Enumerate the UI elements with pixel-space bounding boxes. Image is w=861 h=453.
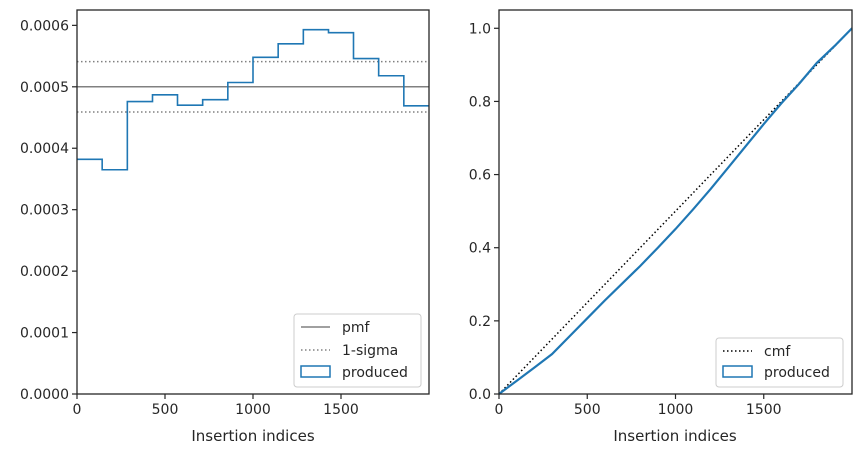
left-y-tick-label: 0.0000: [20, 387, 69, 403]
cmf-line: [498, 27, 853, 395]
left-y-tick-label: 0.0003: [20, 203, 69, 219]
left-chart: 0.0000 0.0001 0.0002 0.0003 0.0004 0.0005 0.00…: [20, 9, 430, 445]
right-chart: 0.0 0.2 0.4 0.6 0.8 1.0 0 500 1000 1500 Insertio…: [469, 9, 853, 445]
left-x-tick-label: 1500: [323, 402, 359, 418]
right-x-tick-label: 500: [574, 402, 601, 418]
left-legend-frame: [293, 313, 422, 388]
left-x-ticks: 0 500 1000 1500: [73, 394, 359, 418]
legend-1-sigma-label: 1-sigma: [342, 343, 398, 359]
legend-produced-label: produced: [764, 365, 830, 381]
left-y-tick-label: 0.0001: [20, 326, 69, 342]
right-x-tick-label: 1000: [658, 402, 694, 418]
left-legend: pmf 1-sigma produced: [293, 313, 422, 388]
right-y-tick-label: 1.0: [469, 21, 491, 37]
legend-produced-swatch: [722, 365, 753, 378]
right-y-tick-label: 0.0: [469, 387, 491, 403]
legend-pmf-label: pmf: [342, 320, 371, 336]
right-y-tick-label: 0.2: [469, 314, 491, 330]
right-legend: cmf produced: [715, 337, 844, 388]
left-y-ticks: 0.0000 0.0001 0.0002 0.0003 0.0004 0.0005 0.00…: [20, 18, 77, 403]
right-axes-frame: [498, 9, 853, 395]
legend-cmf-label: cmf: [764, 344, 791, 360]
left-y-tick-label: 0.0004: [20, 141, 69, 157]
left-x-tick-label: 0: [73, 402, 82, 418]
right-y-tick-label: 0.4: [469, 241, 491, 257]
right-y-tick-label: 0.6: [469, 168, 491, 184]
left-axes-frame: [76, 9, 430, 395]
produced-histogram-step: [77, 28, 429, 171]
right-x-ticks: 0 500 1000 1500: [495, 394, 782, 418]
right-x-tick-label: 0: [495, 402, 504, 418]
legend-produced-label: produced: [342, 365, 408, 381]
right-x-tick-label: 1500: [746, 402, 782, 418]
produced-cumulative-line: [498, 27, 853, 395]
right-x-axis-label: Insertion indices: [613, 427, 736, 445]
left-x-tick-label: 500: [152, 402, 179, 418]
right-y-ticks: 0.0 0.2 0.4 0.6 0.8 1.0: [469, 21, 499, 403]
left-y-tick-label: 0.0006: [20, 18, 69, 34]
right-y-tick-label: 0.8: [469, 94, 491, 110]
left-x-axis-label: Insertion indices: [191, 427, 314, 445]
legend-produced-swatch: [300, 365, 331, 378]
left-y-tick-label: 0.0002: [20, 264, 69, 280]
left-x-tick-label: 1000: [235, 402, 271, 418]
left-y-tick-label: 0.0005: [20, 80, 69, 96]
